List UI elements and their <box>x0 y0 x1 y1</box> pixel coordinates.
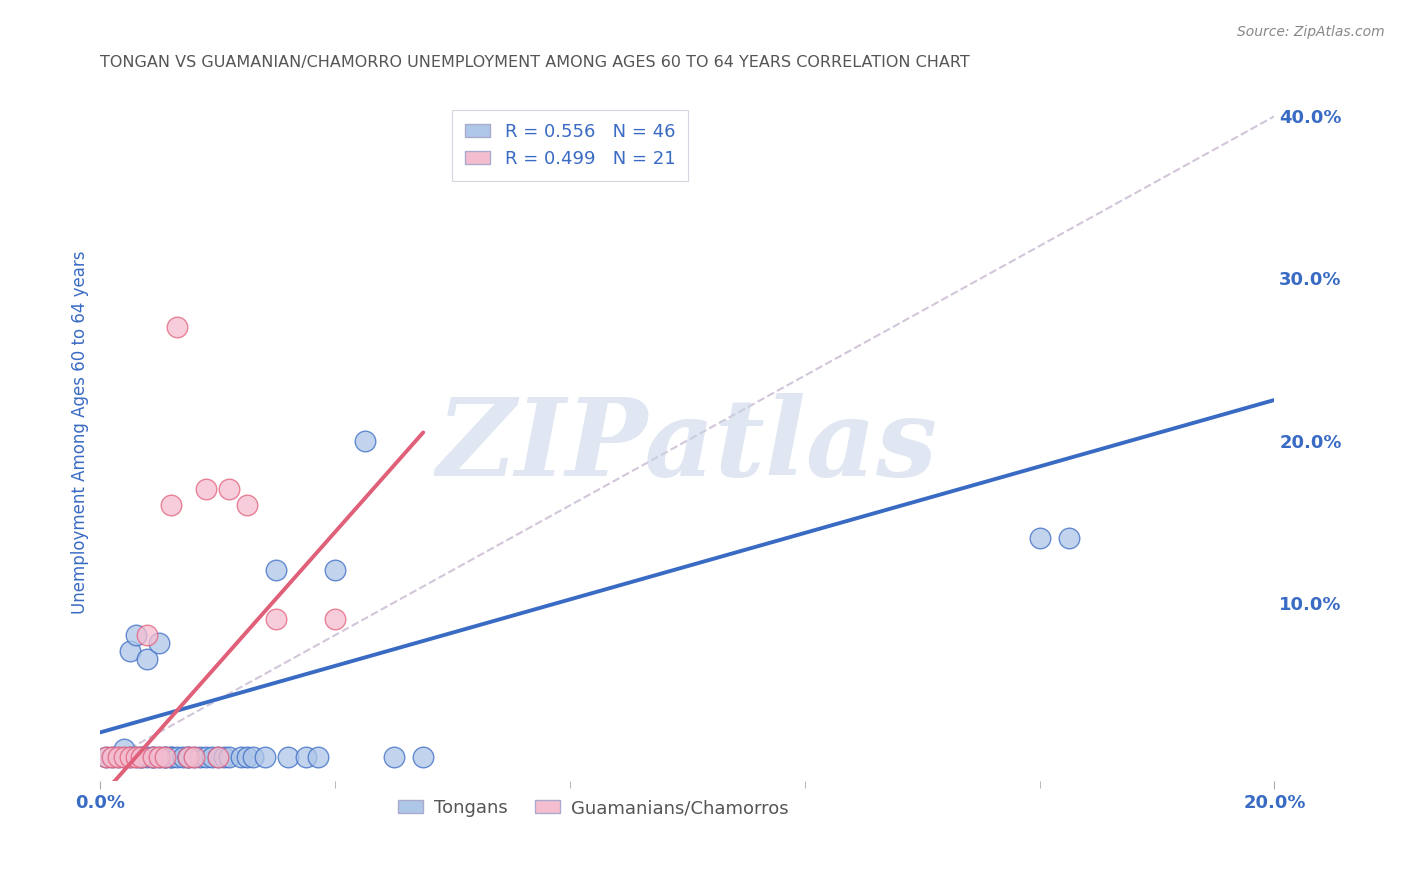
Point <box>131 749 153 764</box>
Point <box>307 749 329 764</box>
Point <box>236 749 259 764</box>
Point <box>148 749 170 764</box>
Point <box>159 499 181 513</box>
Point <box>159 749 181 764</box>
Point <box>207 749 229 764</box>
Legend: Tongans, Guamanians/Chamorros: Tongans, Guamanians/Chamorros <box>391 792 796 824</box>
Point <box>177 749 200 764</box>
Point <box>142 749 165 764</box>
Point <box>266 612 288 626</box>
Point <box>153 749 176 764</box>
Point <box>323 612 346 626</box>
Point <box>177 749 200 764</box>
Point <box>212 749 235 764</box>
Point <box>124 749 146 764</box>
Point <box>153 749 176 764</box>
Point <box>188 749 211 764</box>
Point <box>136 749 159 764</box>
Point <box>166 749 188 764</box>
Point <box>148 749 170 764</box>
Point <box>136 652 159 666</box>
Point <box>101 749 124 764</box>
Point <box>183 749 205 764</box>
Point <box>131 749 153 764</box>
Text: TONGAN VS GUAMANIAN/CHAMORRO UNEMPLOYMENT AMONG AGES 60 TO 64 YEARS CORRELATION : TONGAN VS GUAMANIAN/CHAMORRO UNEMPLOYMEN… <box>100 55 970 70</box>
Point <box>131 749 153 764</box>
Point <box>353 434 375 448</box>
Point <box>166 320 188 334</box>
Point <box>242 749 264 764</box>
Point <box>118 749 141 764</box>
Point <box>112 749 135 764</box>
Point <box>201 749 224 764</box>
Point <box>382 749 405 764</box>
Point <box>153 749 176 764</box>
Point <box>107 749 129 764</box>
Point <box>195 749 218 764</box>
Point <box>295 749 318 764</box>
Point <box>266 563 288 577</box>
Point <box>124 628 146 642</box>
Point <box>1057 531 1080 545</box>
Point <box>124 749 146 764</box>
Point <box>101 749 124 764</box>
Point <box>412 749 434 764</box>
Point <box>1028 531 1050 545</box>
Text: ZIPatlas: ZIPatlas <box>437 393 938 500</box>
Point <box>177 749 200 764</box>
Text: Source: ZipAtlas.com: Source: ZipAtlas.com <box>1237 25 1385 39</box>
Point <box>136 628 159 642</box>
Point <box>159 749 181 764</box>
Point <box>253 749 276 764</box>
Point <box>277 749 299 764</box>
Point <box>118 749 141 764</box>
Point <box>231 749 253 764</box>
Point <box>118 644 141 658</box>
Y-axis label: Unemployment Among Ages 60 to 64 years: Unemployment Among Ages 60 to 64 years <box>72 251 89 615</box>
Point <box>148 636 170 650</box>
Point <box>207 749 229 764</box>
Point <box>183 749 205 764</box>
Point <box>142 749 165 764</box>
Point <box>218 749 240 764</box>
Point <box>96 749 118 764</box>
Point <box>96 749 118 764</box>
Point <box>195 482 218 496</box>
Point <box>107 749 129 764</box>
Point <box>323 563 346 577</box>
Point <box>112 749 135 764</box>
Point <box>236 499 259 513</box>
Point <box>112 741 135 756</box>
Point <box>218 482 240 496</box>
Point <box>142 749 165 764</box>
Point <box>172 749 194 764</box>
